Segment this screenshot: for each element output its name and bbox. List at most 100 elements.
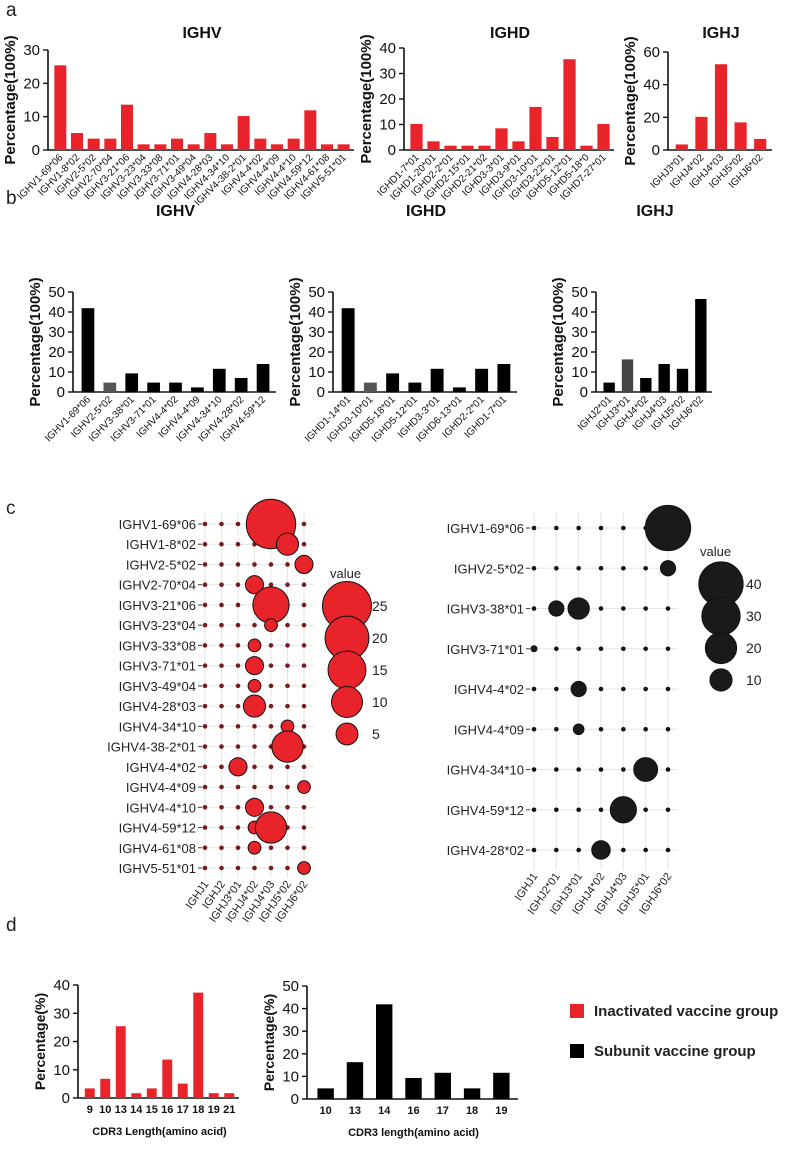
b-ighd-y-label: Percentage(100%) — [287, 277, 304, 406]
d-inact-x-tick-label: 13 — [115, 1104, 127, 1116]
c-black-bubble — [530, 645, 538, 653]
c-red-legend-bubble — [335, 722, 359, 746]
c-red-row-label: IGHV4-4*09 — [126, 780, 196, 795]
c-black-base-dot — [621, 767, 626, 772]
c-black-base-dot — [531, 565, 537, 571]
a-ighd-y-tick-label: 20 — [379, 91, 396, 108]
a-ighd-bar — [427, 141, 440, 150]
a-ighv-bar — [321, 144, 333, 150]
b-ighd-y-tick-label: 20 — [308, 344, 325, 361]
d-sub-y-tick-label: 30 — [282, 1023, 299, 1040]
a-ighd-title: IGHD — [490, 25, 530, 42]
c-black-base-dot — [554, 525, 559, 531]
d-sub-y-label: Percentage(%) — [261, 994, 277, 1091]
c-red-base-dot — [235, 865, 241, 871]
c-red-legend-value: 25 — [372, 598, 388, 614]
a-ighv-y-tick-label: 0 — [32, 142, 40, 159]
c-red-legend-bubble — [327, 650, 367, 690]
c-black-base-dot — [598, 525, 604, 531]
b-ighd-y-tick-label: 40 — [308, 304, 325, 321]
a-ighd-y-tick-label: 40 — [379, 40, 396, 57]
c-red-legend-value: 10 — [372, 694, 388, 710]
legend-label-subunit: Subunit vaccine group — [594, 1042, 756, 1060]
c-red-legend-value: 20 — [372, 630, 388, 646]
c-red-base-dot — [202, 521, 208, 527]
c-red-row-label: IGHV3-21*06 — [119, 598, 196, 613]
a-ighj-y-tick-label: 60 — [643, 44, 660, 61]
c-red-base-dot — [219, 845, 224, 851]
c-black-bubble — [548, 600, 565, 617]
a-ighj-bar — [714, 64, 728, 150]
c-red-base-dot — [301, 622, 307, 628]
c-black-base-dot — [598, 565, 604, 571]
d-inact-y-tick-label: 0 — [62, 1090, 70, 1107]
panel-label-c: c — [6, 498, 16, 519]
c-black-base-dot — [665, 767, 671, 772]
c-red-base-dot — [219, 804, 224, 810]
c-red-base-dot — [219, 663, 224, 668]
c-red-base-dot — [235, 804, 241, 810]
c-black-base-dot — [598, 606, 604, 611]
d-inact-x-tick-label: 18 — [192, 1104, 204, 1116]
group-legend: Inactivated vaccine group Subunit vaccin… — [570, 1000, 778, 1080]
b-ighd-bar — [430, 368, 444, 392]
c-red-base-dot — [219, 703, 224, 709]
c-black-base-dot — [665, 606, 671, 611]
c-red-row-label: IGHV4-4*10 — [126, 800, 196, 815]
b-ighj-y-tick-label: 50 — [571, 284, 588, 301]
c-red-base-dot — [285, 643, 290, 648]
c-black-base-dot — [621, 686, 626, 692]
c-red-base-dot — [301, 643, 307, 648]
b-ighj-bar — [695, 299, 707, 392]
b-ighv-title: IGHV — [156, 203, 195, 220]
c-red-base-dot — [285, 582, 290, 588]
a-ighv-bar — [187, 144, 200, 150]
d-inact-bar — [193, 992, 204, 1098]
c-black-base-dot — [665, 646, 671, 652]
c-red-base-dot — [219, 602, 224, 608]
c-red-base-dot — [285, 865, 290, 871]
d-sub-x-tick-label: 16 — [407, 1105, 419, 1117]
d-inact-bar — [208, 1093, 219, 1098]
c-red-base-dot — [285, 804, 290, 810]
c-red-base-dot — [202, 622, 208, 628]
a-ighd-bar — [478, 145, 491, 150]
c-red-bubble — [247, 840, 262, 855]
c-black-row-label: IGHV4-4*09 — [454, 722, 524, 737]
a-ighj-bar — [695, 116, 708, 150]
c-black-base-dot — [554, 726, 559, 732]
a-ighv-bar — [254, 138, 267, 150]
c-red-base-dot — [285, 764, 290, 770]
c-red-row-label: IGHV3-49*04 — [119, 679, 196, 694]
d-sub-y-tick-label: 10 — [282, 1068, 299, 1085]
d-sub-x-tick-label: 13 — [349, 1105, 361, 1117]
legend-item-inactivated: Inactivated vaccine group — [570, 1000, 778, 1022]
c-red-base-dot — [301, 683, 307, 689]
c-red-base-dot — [285, 703, 290, 709]
c-black-row-label: IGHV4-59*12 — [447, 803, 524, 818]
c-red-row-label: IGHV4-34*10 — [119, 719, 196, 734]
b-ighd-bar — [452, 387, 466, 392]
c-red-row-label: IGHV2-5*02 — [126, 557, 196, 572]
c-black-base-dot — [554, 686, 559, 692]
c-black-base-dot — [554, 646, 559, 652]
a-ighv-bar — [204, 133, 217, 150]
c-red-base-dot — [202, 663, 208, 668]
a-ighd-bar — [580, 145, 593, 150]
b-ighd-bar — [497, 364, 511, 392]
c-black-base-dot — [531, 726, 537, 732]
d-sub-bar — [376, 1004, 393, 1099]
c-red-base-dot — [235, 622, 241, 628]
b-ighv-bar — [81, 308, 95, 392]
b-ighv-y-label: Percentage(100%) — [27, 277, 44, 406]
c-black-bubble — [659, 560, 677, 577]
c-red-base-dot — [235, 784, 241, 790]
c-black-base-dot — [643, 606, 648, 611]
a-ighd-bar — [444, 145, 457, 150]
c-black-base-dot — [554, 565, 559, 571]
c-red-base-dot — [202, 804, 208, 810]
c-red-base-dot — [235, 724, 241, 729]
d-inact-x-tick-label: 21 — [223, 1104, 235, 1116]
c-red-base-dot — [268, 764, 274, 770]
